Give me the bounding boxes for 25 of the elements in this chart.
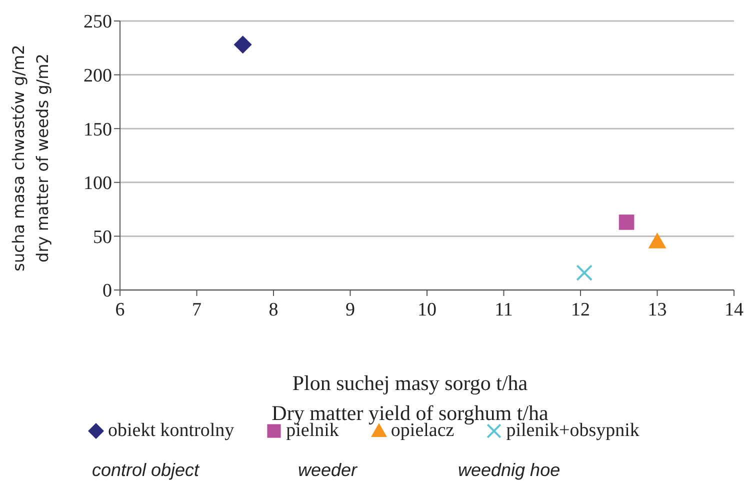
- point: [618, 214, 634, 230]
- x-tick-label: 7: [192, 299, 202, 320]
- text: control object: [92, 460, 200, 481]
- x-tick-label: 8: [268, 299, 278, 320]
- y-tick-label: 100: [84, 173, 112, 194]
- y-tick-label: 200: [84, 66, 112, 87]
- y-axis-title: sucha masa chwastów g/m2 dry matter of weeds g/m2: [9, 44, 52, 272]
- text: weeder: [298, 460, 358, 481]
- point: [648, 232, 666, 248]
- point: [234, 36, 252, 54]
- x-tick-label: 6: [115, 299, 125, 320]
- x-tick-label: 12: [571, 299, 590, 320]
- y-tick-label: 0: [102, 280, 112, 302]
- x-tick-label: 10: [418, 299, 436, 320]
- legend-label: obiekt kontrolny: [108, 420, 234, 442]
- y-tick-label: 150: [84, 119, 112, 140]
- legend-label: opielacz: [390, 420, 454, 442]
- y-tick-label: 250: [84, 12, 112, 33]
- text: weednig hoe: [458, 460, 560, 481]
- x-tick-label: 9: [346, 299, 355, 320]
- x-tick-label: 14: [724, 299, 744, 320]
- y-tick-label: 50: [93, 226, 112, 248]
- legend-label: pilenik+obsypnik: [506, 420, 640, 442]
- x-tick-label: 13: [648, 299, 667, 320]
- x-tick-label: 11: [494, 299, 513, 320]
